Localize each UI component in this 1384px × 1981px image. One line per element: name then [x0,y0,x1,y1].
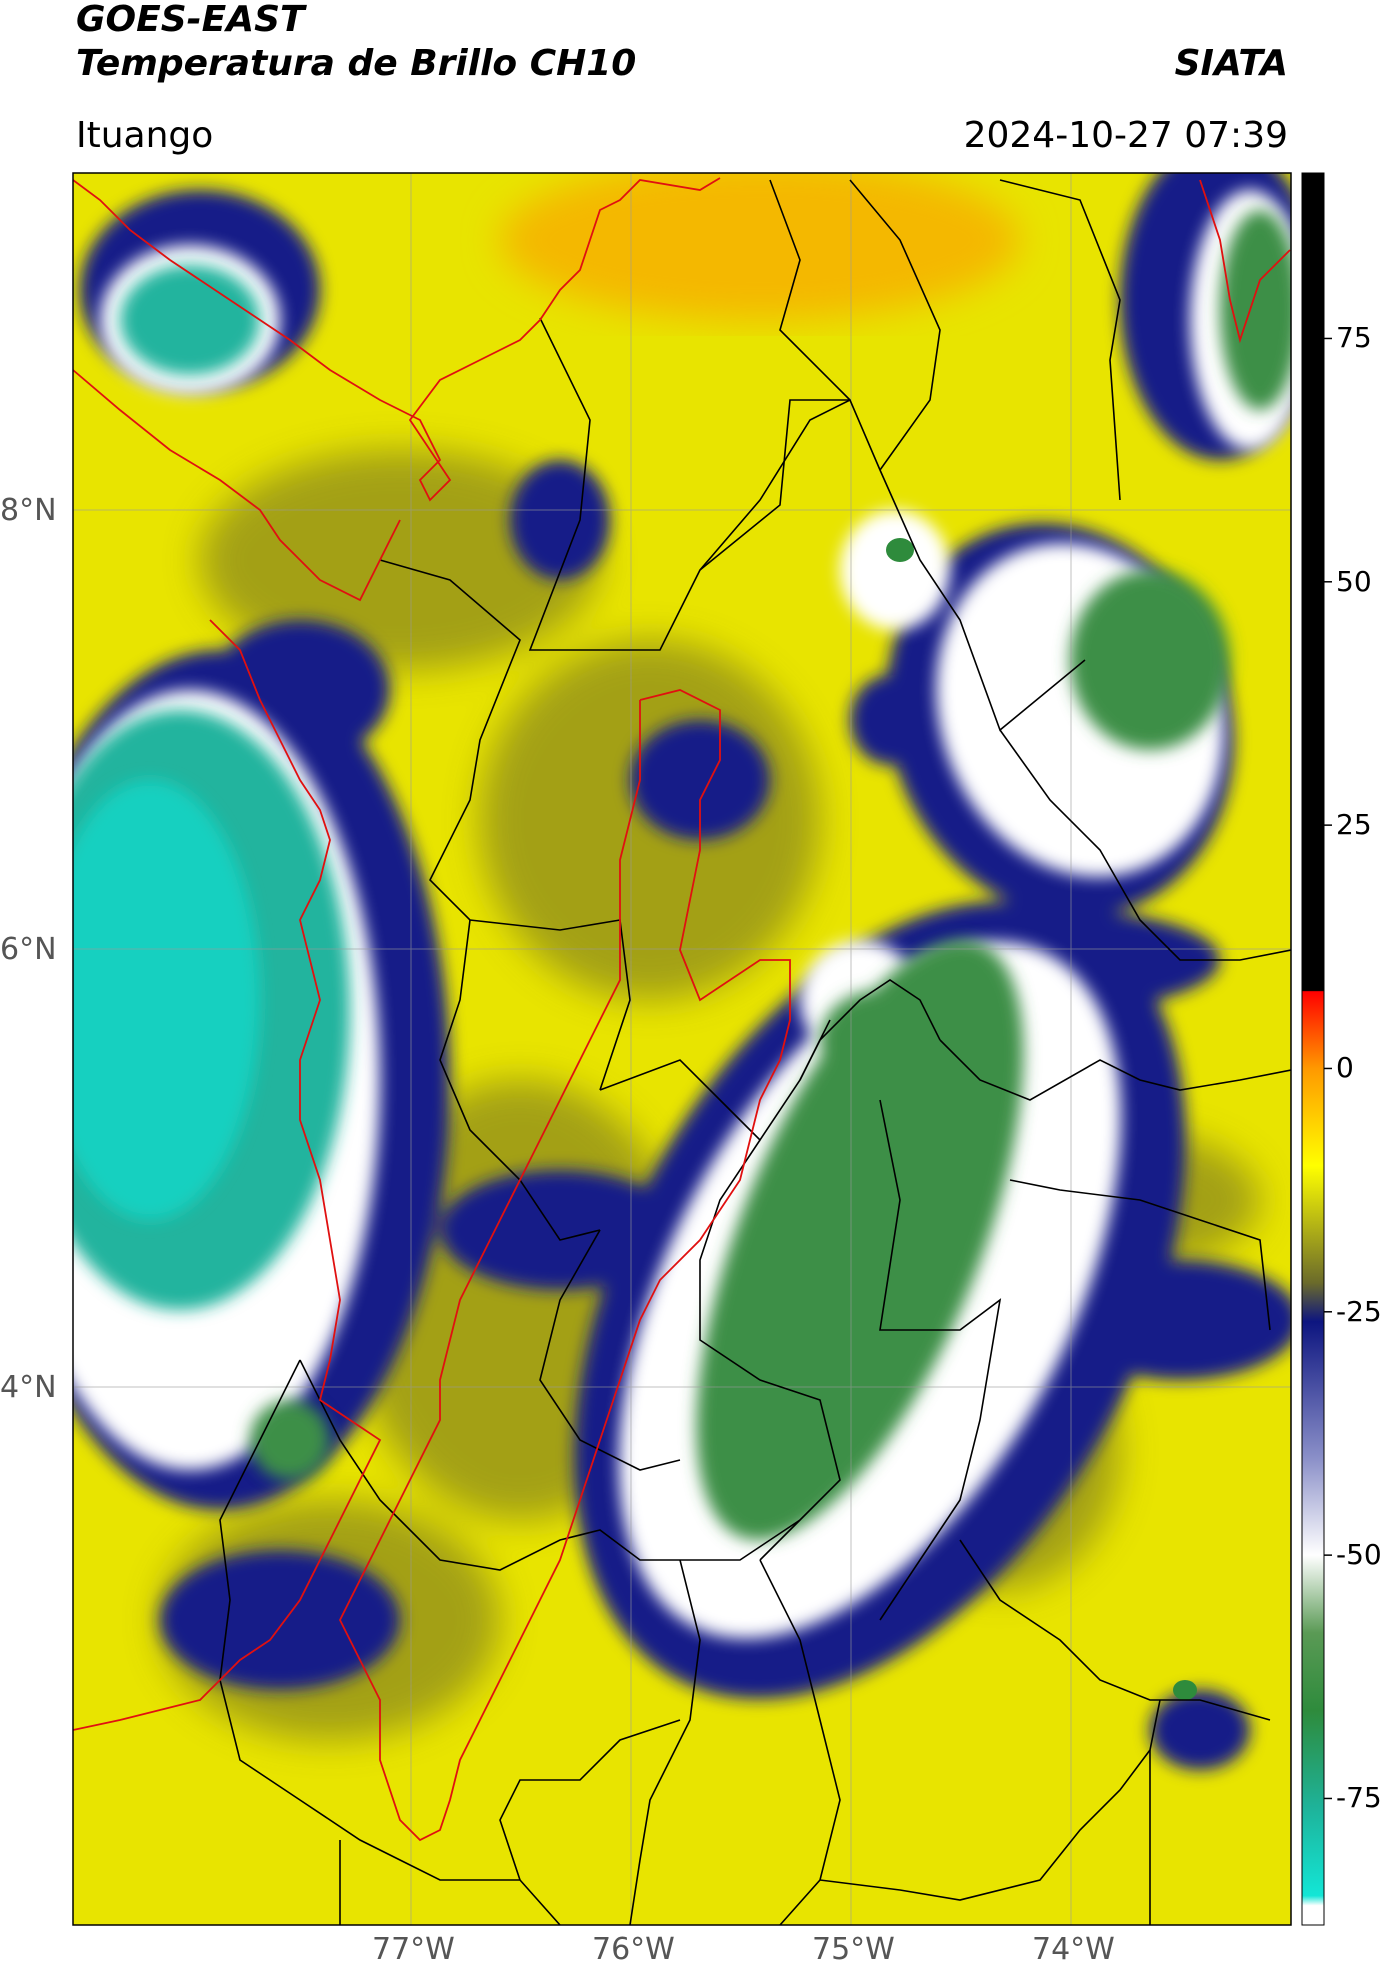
colorbar-tick-label: -75 [1336,1781,1382,1815]
satellite-title: GOES-EAST [76,0,305,40]
colorbar-tick-label: -50 [1336,1538,1382,1572]
colorbar-tick-label: -25 [1336,1294,1382,1328]
agency-title: SIATA [1174,43,1288,84]
colorbar [1301,172,1332,1926]
lat-label-4n: 4°N [0,1370,57,1405]
lon-label-75w: 75°W [812,1932,895,1967]
lat-label-6n: 6°N [0,932,57,967]
lat-label-8n: 8°N [0,493,57,528]
colorbar-tick-label: 75 [1336,321,1372,355]
map-raster [73,173,1291,1925]
product-title: Temperatura de Brillo CH10 [76,43,637,84]
map-frame [72,172,1292,1926]
colorbar-tick-label: 25 [1336,808,1372,842]
colorbar-tick-label: 0 [1336,1051,1354,1085]
colorbar-ramp [1301,172,1325,1926]
colorbar-tick-label: 50 [1336,564,1372,598]
country-borders [73,177,1291,1842]
location-label: Ituango [76,115,214,156]
lon-label-74w: 74°W [1032,1932,1115,1967]
graticule [73,173,1291,1925]
lon-label-76w: 76°W [592,1932,675,1967]
datetime-label: 2024-10-27 07:39 [963,115,1288,156]
lon-label-77w: 77°W [372,1932,455,1967]
department-borders [219,179,1291,1925]
